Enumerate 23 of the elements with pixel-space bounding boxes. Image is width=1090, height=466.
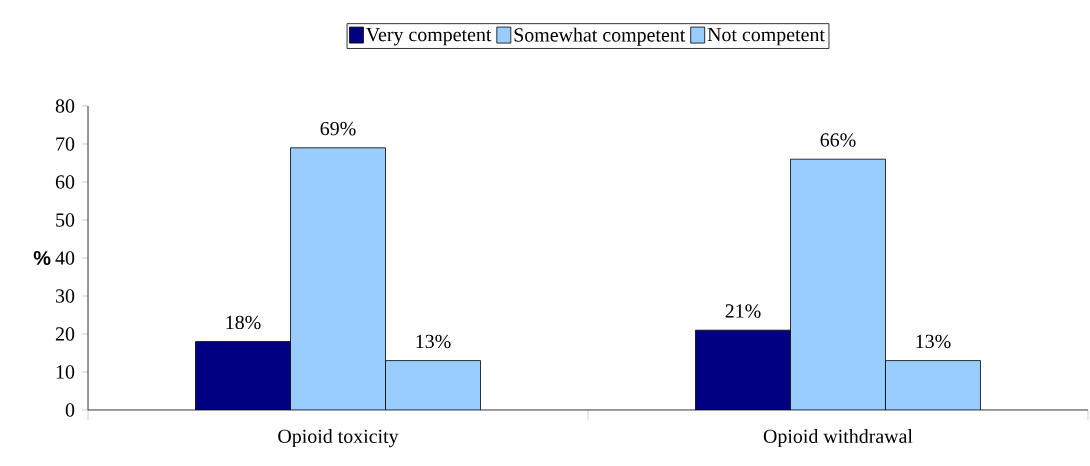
y-tick-label: 70 (56, 137, 75, 151)
y-tick-label: 80 (55, 99, 75, 113)
y-tick-label: 30 (56, 289, 75, 303)
data-label: 69% (320, 121, 356, 136)
data-label: 66% (820, 133, 856, 147)
y-tick-label: 10 (56, 365, 75, 379)
data-label: 21% (725, 304, 761, 318)
x-tick-label: Opioid toxicity (278, 429, 399, 448)
y-tick-label: 20 (55, 327, 75, 341)
y-axis-title: % (33, 250, 51, 265)
y-tick-label: 50 (56, 213, 75, 227)
data-label: 13% (416, 334, 451, 349)
legend-label: Somewhat competent (514, 27, 686, 46)
bar (695, 329, 791, 410)
legend-label: Very competent (366, 28, 492, 46)
legend-label: Not competent (707, 28, 825, 46)
y-tick-label: 60 (55, 175, 75, 189)
bar (195, 341, 291, 410)
y-tick-label: 0 (65, 403, 75, 417)
x-tick-label: Opioid withdrawal (763, 429, 913, 448)
data-label: 13% (916, 334, 951, 349)
y-tick-label: 40 (55, 251, 75, 265)
data-label: 18% (226, 315, 261, 330)
